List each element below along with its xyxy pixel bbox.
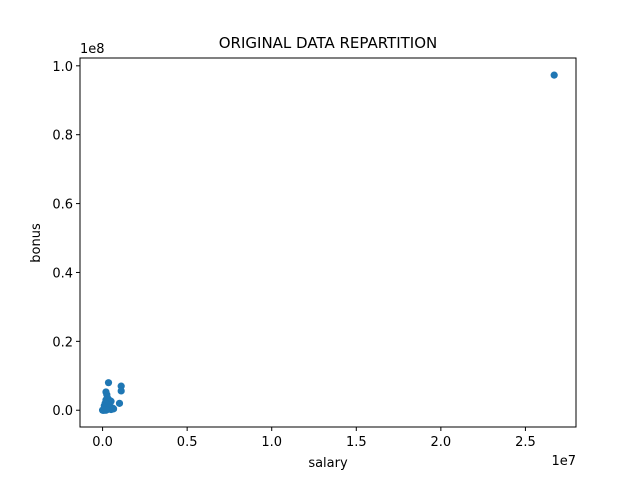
plot-frame [79, 57, 577, 428]
y-offset-label: 1e8 [80, 42, 105, 57]
x-tick-label: 0.5 [177, 435, 198, 450]
x-tick-label: 1.5 [346, 435, 367, 450]
y-tick-label: 0.2 [52, 335, 73, 350]
x-axis-label: salary [308, 456, 348, 471]
x-offset-label: 1e7 [551, 454, 576, 469]
x-tick-label: 2.0 [431, 435, 452, 450]
x-tick-label: 2.5 [515, 435, 536, 450]
y-tick-label: 0.4 [52, 266, 73, 281]
y-tick-label: 1.0 [52, 60, 73, 75]
scatter-point [550, 71, 558, 79]
scatter-point [99, 406, 107, 414]
y-tick-label: 0.0 [52, 404, 73, 419]
y-tick-label: 0.8 [52, 129, 73, 144]
chart-title: ORIGINAL DATA REPARTITION [219, 34, 438, 52]
scatter-point [115, 399, 124, 407]
y-axis-label: bonus [29, 223, 44, 263]
ticks-layer: 0.0 0.5 1.0 1.5 2.0 2.5 0.0 0.2 0.4 0.6 0.8 1.0 [52, 60, 535, 450]
x-tick-label: 1.0 [261, 435, 282, 450]
points-layer [98, 71, 558, 414]
scatter-point [117, 387, 125, 395]
scatter-point [104, 379, 113, 387]
y-tick-label: 0.6 [52, 198, 73, 213]
x-tick-label: 0.0 [92, 435, 113, 450]
